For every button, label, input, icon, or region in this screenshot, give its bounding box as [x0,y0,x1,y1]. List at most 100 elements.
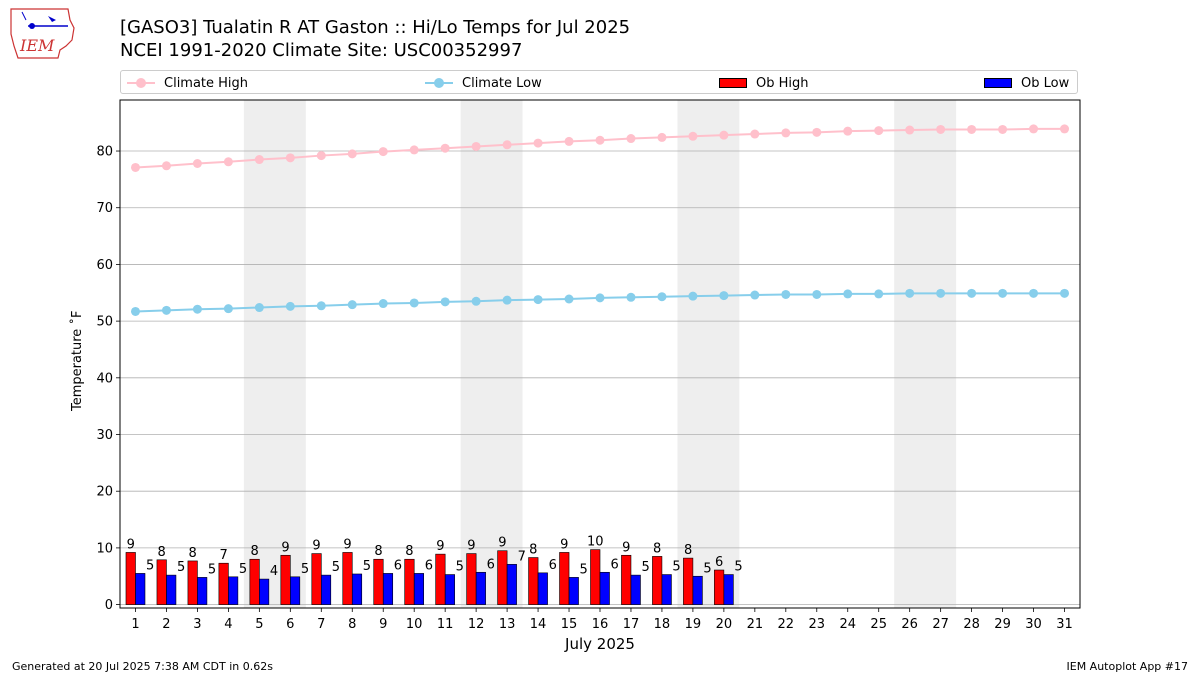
ob-high-bar [404,558,415,605]
climate-high-point [595,135,605,145]
ob-high-bar [342,552,353,605]
y-tick-label: 30 [96,428,113,443]
climate-high-point [378,147,388,157]
climate-high-point [161,161,171,171]
climate-high-point [130,162,140,172]
legend-label: Climate Low [462,75,542,91]
ob-low-label: 5 [734,560,742,575]
ob-high-bar [435,553,446,605]
climate-low-point [378,299,388,309]
logo-text: IEM [19,36,55,55]
ob-low-bar [661,574,672,605]
x-axis-label: July 2025 [564,635,635,653]
ob-low-label: 5 [146,558,154,573]
climate-low-point [285,301,295,311]
climate-low-point [347,300,357,310]
x-tick-label: 29 [994,617,1011,632]
climate-high-point [719,130,729,140]
ob-low-label: 5 [208,562,216,577]
ob-high-bar [683,557,694,605]
climate-high-point [688,131,698,141]
ob-high-label: 9 [127,537,135,552]
ob-high-bar [652,556,663,605]
ob-high-bar [714,569,725,605]
ob-low-label: 4 [270,564,278,579]
x-tick-label: 1 [131,617,139,632]
ob-high-bar [497,550,508,605]
ob-low-bar [135,573,146,605]
climate-high-point [316,151,326,161]
ob-high-label: 8 [405,544,413,559]
ob-low-label: 5 [301,562,309,577]
x-tick-label: 9 [379,617,387,632]
legend-label: Climate High [164,75,249,91]
ob-low-bar [599,571,610,605]
ob-high-label: 8 [250,544,258,559]
iem-logo: IEM [10,8,75,59]
ob-high-bar [311,553,322,605]
x-tick-label: 16 [592,617,609,632]
climate-high-point [998,124,1008,134]
y-axis-label: Temperature ˚F [69,311,85,412]
climate-low-point [936,288,946,298]
ob-low-bar [506,564,517,605]
ob-low-label: 7 [518,549,526,564]
ob-low-label: 5 [672,560,680,575]
legend-item-ob-high: Ob High [719,74,809,92]
chart-title: [GASO3] Tualatin R AT Gaston :: Hi/Lo Te… [120,17,631,38]
y-tick-label: 20 [96,485,113,500]
climate-low-point [192,304,202,314]
climate-high-point [626,134,636,144]
ob-high-bar [218,562,229,605]
x-tick-label: 4 [224,617,232,632]
x-tick-label: 6 [286,617,294,632]
ob-low-label: 6 [487,557,495,572]
ob-high-bar [187,560,198,605]
ob-low-bar [290,576,301,605]
ob-low-label: 5 [580,562,588,577]
climate-high-point [843,126,853,136]
chart-subtitle: NCEI 1991-2020 Climate Site: USC00352997 [120,40,523,61]
climate-high-point [967,124,977,134]
x-tick-label: 7 [317,617,325,632]
ob-low-bar [692,575,703,605]
climate-low-point [1060,288,1070,298]
climate-low-point [874,289,884,299]
ob-low-bar [228,576,239,605]
x-tick-label: 26 [901,617,918,632]
ob-high-label: 8 [529,543,537,558]
ob-low-label: 6 [549,558,557,573]
ob-high-label: 9 [560,537,568,552]
ob-high-label: 6 [715,555,723,570]
x-tick-label: 31 [1056,617,1073,632]
ob-high-bar [156,559,167,605]
x-tick-label: 14 [530,617,547,632]
weekend-shade [460,100,523,608]
x-tick-label: 20 [716,617,733,632]
ob-low-bar [351,573,363,605]
weekend-shade [677,100,740,608]
weekend-shade [894,100,957,608]
y-tick-label: 50 [96,315,113,330]
ob-low-label: 5 [177,560,185,575]
climate-high-point [254,155,264,165]
x-tick-label: 5 [255,617,263,632]
ob-low-label: 5 [641,560,649,575]
legend-item-climate-high: Climate High [127,74,248,92]
ob-high-bar [528,557,539,605]
climate-low-point [905,288,915,298]
climate-low-point [812,289,822,299]
x-tick-label: 21 [747,617,764,632]
climate-high-point [1060,124,1070,134]
ob-low-label: 5 [363,559,371,574]
x-tick-label: 12 [468,617,485,632]
ob-high-label: 8 [189,546,197,561]
climate-high-point [192,159,202,168]
climate-low-point [657,292,667,302]
ob-high-label: 9 [343,537,351,552]
y-tick-label: 60 [96,258,113,273]
ob-high-label: 9 [498,536,506,551]
x-tick-label: 2 [162,617,170,632]
climate-high-point [440,143,450,153]
climate-low-point [130,306,140,316]
